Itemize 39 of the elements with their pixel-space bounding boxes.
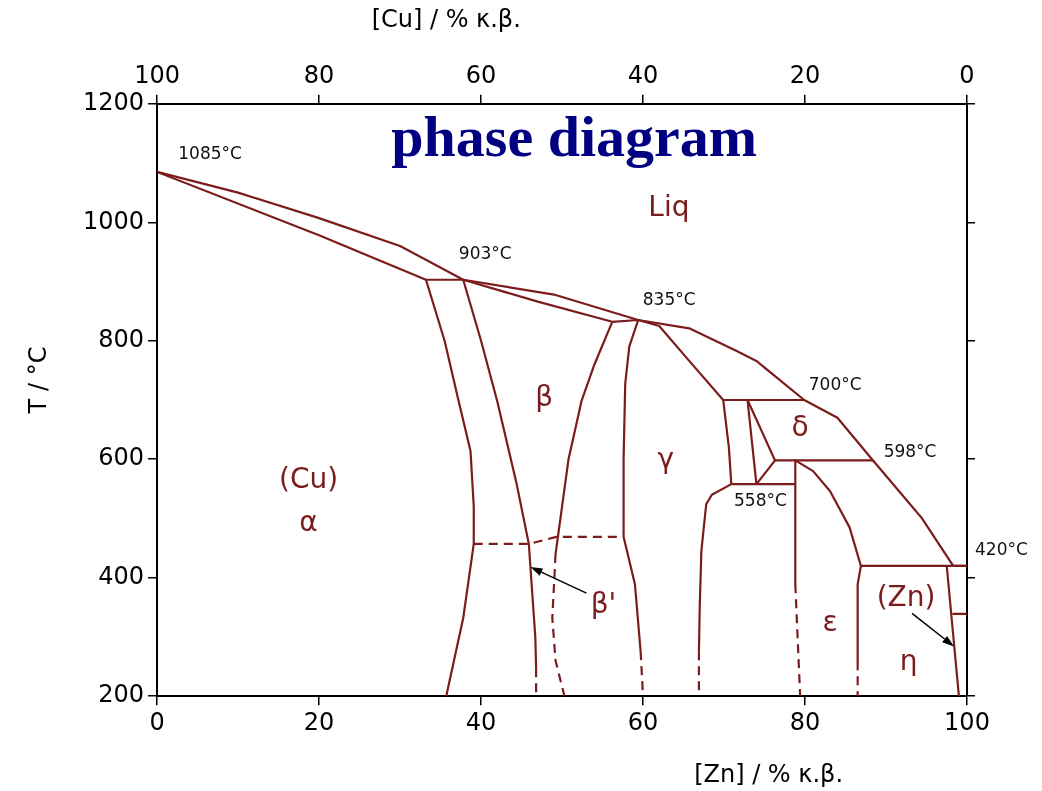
x-tick-label: 100 <box>944 707 990 736</box>
annotation: 835°C <box>642 289 696 310</box>
y-tick-label: 1200 <box>83 88 145 117</box>
annotation: (Cu) <box>278 462 339 496</box>
x-tick-label: 20 <box>303 707 335 736</box>
y-tick-label: 1000 <box>83 206 145 235</box>
x2-tick-label: 20 <box>789 60 821 89</box>
annotation: γ <box>657 442 674 476</box>
y-axis-title: T / °C <box>24 346 53 415</box>
annotation: 903°C <box>458 243 512 264</box>
x-tick-label: 40 <box>465 707 497 736</box>
annotation: β' <box>590 587 617 621</box>
annotation: 420°C <box>975 539 1028 560</box>
annotation: Liq <box>648 189 690 223</box>
annotation: (Zn) <box>876 579 936 613</box>
x-tick-label: 0 <box>149 707 165 736</box>
y-tick-label: 600 <box>98 443 145 472</box>
annotation: ε <box>822 604 838 638</box>
x2-tick-label: 0 <box>959 60 975 89</box>
y-tick-label: 800 <box>98 324 145 353</box>
annotation: 558°C <box>734 489 787 510</box>
y-tick-label: 200 <box>98 680 145 709</box>
chart-title: phase diagram <box>391 103 758 169</box>
x2-tick-label: 60 <box>465 60 497 89</box>
annotation: 700°C <box>808 374 862 395</box>
annotation: 1085°C <box>178 143 242 164</box>
x-tick-label: 60 <box>627 707 659 736</box>
x2-tick-label: 100 <box>134 60 180 89</box>
x2-axis-title: [Cu] / % κ.β. <box>371 5 521 34</box>
annotation: 598°C <box>883 440 937 461</box>
x2-tick-label: 80 <box>303 60 335 89</box>
y-tick-label: 400 <box>98 561 145 590</box>
x2-tick-label: 40 <box>627 60 659 89</box>
annotation: δ <box>791 410 809 444</box>
x-axis-title: [Zn] / % κ.β. <box>694 760 844 789</box>
annotation: η <box>899 644 918 678</box>
annotation: α <box>299 504 318 538</box>
x-tick-label: 80 <box>789 707 821 736</box>
annotation: β <box>535 380 554 414</box>
